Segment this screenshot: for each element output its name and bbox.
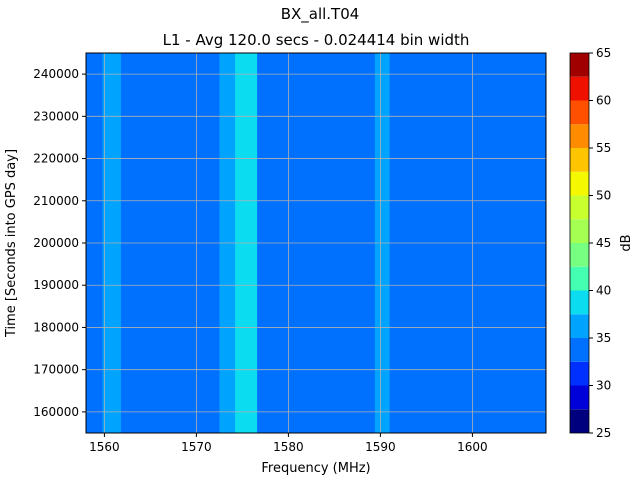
x-axis: 1560 1570 1580 1590 1600 — [89, 433, 488, 454]
grid-lines — [86, 53, 546, 433]
colorbar-tick-label: 30 — [596, 379, 611, 393]
y-tick-label: 170000 — [33, 363, 79, 377]
y-tick-label: 180000 — [33, 320, 79, 334]
colorbar-label: dB — [619, 234, 634, 251]
y-tick-label: 220000 — [33, 152, 79, 166]
y-tick-label: 240000 — [33, 67, 79, 81]
colorbar-tick-label: 40 — [596, 284, 611, 298]
colorbar-segment — [570, 148, 589, 172]
colorbar-segment — [570, 314, 589, 338]
colorbar-segment — [570, 219, 589, 243]
colorbar-segment — [570, 243, 589, 267]
y-tick-label: 160000 — [33, 405, 79, 419]
colorbar: 25 30 35 40 45 50 55 60 65 — [569, 46, 611, 440]
colorbar-segment — [570, 76, 589, 101]
y-axis-label: Time [Seconds into GPS day] — [4, 149, 19, 338]
colorbar-segment — [570, 338, 589, 362]
x-tick-label: 1580 — [273, 440, 304, 454]
colorbar-tick-label: 65 — [596, 46, 611, 60]
x-tick-label: 1570 — [181, 440, 212, 454]
x-axis-label: Frequency (MHz) — [261, 461, 370, 476]
y-tick-label: 210000 — [33, 194, 79, 208]
colorbar-segment — [570, 100, 589, 125]
colorbar-segment — [570, 409, 589, 433]
colorbar-segment — [570, 385, 589, 410]
x-tick-label: 1600 — [457, 440, 488, 454]
colorbar-tick-label: 45 — [596, 236, 611, 250]
y-tick-label: 230000 — [33, 109, 79, 123]
y-tick-label: 190000 — [33, 278, 79, 292]
chart-title: BX_all.T04 — [281, 5, 360, 24]
colorbar-tick-label: 60 — [596, 94, 611, 108]
colorbar-tick-label: 25 — [596, 426, 611, 440]
colorbar-tick-label: 50 — [596, 189, 611, 203]
colorbar-segment — [570, 361, 589, 386]
x-tick-label: 1590 — [365, 440, 396, 454]
colorbar-segment — [570, 124, 589, 148]
x-tick-label: 1560 — [89, 440, 120, 454]
chart-subtitle: L1 - Avg 120.0 secs - 0.024414 bin width — [163, 31, 470, 49]
colorbar-segment — [570, 195, 589, 220]
colorbar-tick-label: 35 — [596, 331, 611, 345]
colorbar-segment — [570, 171, 589, 196]
colorbar-segment — [570, 266, 589, 291]
y-axis: 160000 170000 180000 190000 200000 210000 2200… — [33, 67, 86, 419]
colorbar-segment — [570, 53, 589, 77]
colorbar-segment — [570, 290, 589, 315]
y-tick-label: 200000 — [33, 236, 79, 250]
colorbar-tick-label: 55 — [596, 141, 611, 155]
